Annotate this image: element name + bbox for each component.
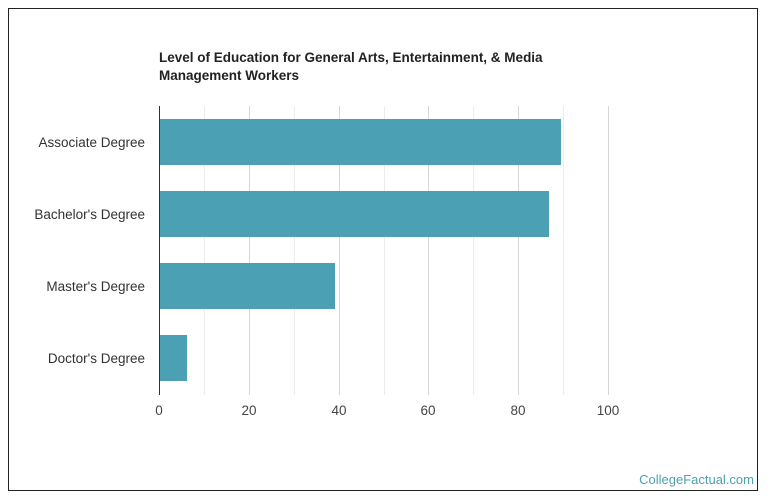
gridline-10 xyxy=(204,106,205,395)
bar-doctors-degree[interactable] xyxy=(159,335,187,381)
gridline-30 xyxy=(294,106,295,395)
gridline-20 xyxy=(249,106,250,395)
chart-title: Level of Education for General Arts, Ent… xyxy=(159,49,579,85)
source-credit-link[interactable]: CollegeFactual.com xyxy=(639,472,754,487)
y-axis-line xyxy=(159,106,160,395)
gridline-40 xyxy=(339,106,340,395)
category-label-doctors-degree: Doctor's Degree xyxy=(47,351,145,366)
gridline-70 xyxy=(473,106,474,395)
plot-area xyxy=(159,106,609,395)
gridline-60 xyxy=(428,106,429,395)
x-tick-20: 20 xyxy=(241,403,257,418)
chart-title-line-2: Management Workers xyxy=(159,68,300,83)
gridline-50 xyxy=(384,106,385,395)
gridline-100 xyxy=(608,106,609,395)
gridline-90 xyxy=(563,106,564,395)
x-tick-60: 60 xyxy=(420,403,436,418)
x-tick-100: 100 xyxy=(596,403,620,418)
bar-bachelors-degree[interactable] xyxy=(159,191,549,237)
x-tick-0: 0 xyxy=(155,403,163,418)
category-label-masters-degree: Master's Degree xyxy=(46,279,145,294)
x-tick-80: 80 xyxy=(510,403,526,418)
gridline-80 xyxy=(518,106,519,395)
category-label-bachelors-degree: Bachelor's Degree xyxy=(34,207,145,222)
chart-title-line-1: Level of Education for General Arts, Ent… xyxy=(159,50,543,65)
bar-associate-degree[interactable] xyxy=(159,119,561,165)
x-tick-40: 40 xyxy=(331,403,347,418)
category-label-associate-degree: Associate Degree xyxy=(38,135,145,150)
chart-frame xyxy=(8,8,758,491)
bar-masters-degree[interactable] xyxy=(159,263,335,309)
